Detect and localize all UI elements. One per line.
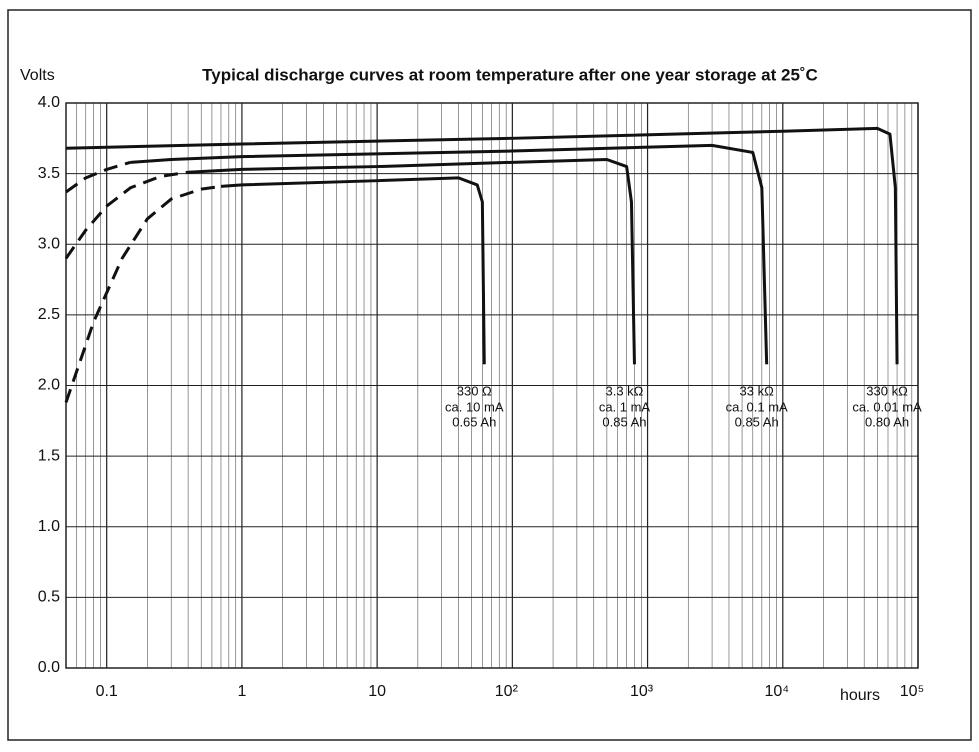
y-tick-label: 4.0 [38, 94, 60, 111]
curve-note: 0.65 Ah [452, 414, 496, 429]
curve-note: 0.85 Ah [735, 414, 779, 429]
dashed-curve [64, 170, 189, 260]
curve-label: 330 kΩ [866, 383, 908, 398]
curve-note: ca. 0.01 mA [852, 399, 922, 414]
plot-border [65, 102, 919, 669]
y-axis-label: Volts [20, 67, 55, 84]
x-tick-label: 0.1 [96, 683, 118, 700]
dashed-curve [64, 184, 222, 403]
chart-title: Typical discharge curves at room tempera… [202, 65, 818, 84]
curve [188, 158, 636, 365]
x-tick-label: 1 [237, 683, 246, 700]
dashed-curve [65, 160, 131, 194]
x-tick-label: 10² [495, 683, 519, 700]
curve-label: 330 Ω [457, 383, 492, 398]
frame [7, 9, 972, 741]
y-tick-label: 2.0 [38, 377, 60, 394]
x-axis-label: hours [840, 687, 880, 704]
curve [65, 126, 899, 365]
curve-note: ca. 10 mA [445, 399, 504, 414]
y-tick-label: 0.5 [38, 589, 60, 606]
y-tick-label: 1.0 [38, 518, 60, 535]
curve-label: 3.3 kΩ [606, 383, 644, 398]
curve-note: 0.80 Ah [865, 414, 909, 429]
curve-note: ca. 1 mA [599, 399, 651, 414]
curve-note: 0.85 Ah [602, 414, 646, 429]
x-tick-label: 10⁴ [764, 683, 789, 700]
x-tick-label: 10 [368, 683, 386, 700]
y-tick-label: 3.5 [38, 165, 60, 182]
curve [220, 176, 486, 365]
curve-label: 33 kΩ [740, 383, 775, 398]
y-tick-label: 3.0 [38, 235, 60, 252]
y-tick-label: 0.0 [38, 659, 60, 676]
curve [130, 143, 769, 365]
y-tick-label: 2.5 [38, 306, 60, 323]
x-tick-label: 10⁵ [900, 683, 924, 700]
curve-note: ca. 0.1 mA [726, 399, 788, 414]
x-tick-label: 10³ [630, 683, 654, 700]
y-tick-label: 1.5 [38, 447, 60, 464]
